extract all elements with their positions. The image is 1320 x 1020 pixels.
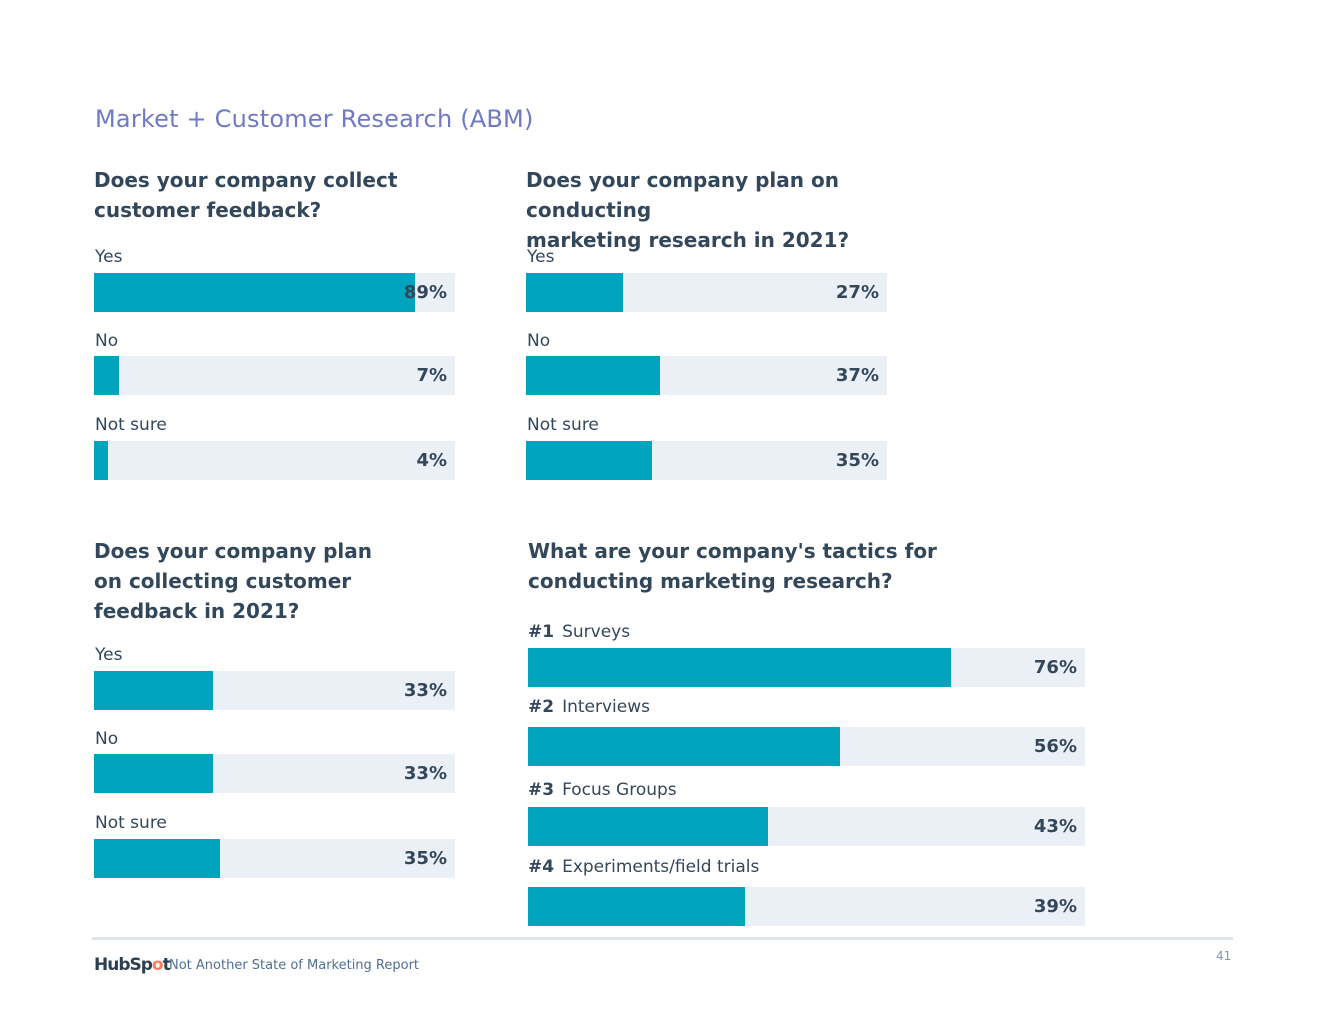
footer-divider xyxy=(92,937,1233,940)
bar-track: 37% xyxy=(526,356,887,395)
bar-label: Not sure xyxy=(95,415,167,435)
bar-label: #3 Focus Groups xyxy=(528,780,677,800)
bar-label: Yes xyxy=(95,645,123,665)
chart-title: What are your company's tactics for cond… xyxy=(528,536,1085,596)
chart-title: Does your company collect customer feedb… xyxy=(94,165,455,225)
rank-label: #1 xyxy=(528,622,555,642)
bar-value-label: 7% xyxy=(416,365,447,386)
logo-text: HubSp xyxy=(94,955,153,975)
chart-title-line: on collecting customer xyxy=(94,569,352,593)
bar xyxy=(528,648,952,687)
category-label: Focus Groups xyxy=(562,780,677,800)
bar-label: Not sure xyxy=(95,813,167,833)
rank-label: #2 xyxy=(528,697,555,717)
bar-label: Not sure xyxy=(527,415,599,435)
page-title: Market + Customer Research (ABM) xyxy=(95,105,534,133)
bar-value-label: 43% xyxy=(1033,816,1077,837)
bar xyxy=(528,807,768,846)
bar-value-label: 35% xyxy=(835,450,879,471)
bar xyxy=(526,273,624,312)
bar-value-label: 39% xyxy=(1033,896,1077,917)
bar xyxy=(94,273,416,312)
chart-title-line: conducting marketing research? xyxy=(528,569,893,593)
page-number: 41 xyxy=(1216,949,1232,963)
bar-value-label: 76% xyxy=(1033,657,1077,678)
chart-title-line: feedback in 2021? xyxy=(94,599,300,623)
bar-value-label: 35% xyxy=(403,848,447,869)
bar-track: 35% xyxy=(94,839,455,878)
hubspot-logo: HubSpot xyxy=(94,955,171,975)
bar-value-label: 27% xyxy=(835,282,879,303)
report-name: Not Another State of Marketing Report xyxy=(169,958,420,973)
bar xyxy=(94,839,221,878)
chart-research-tactics: What are your company's tactics for cond… xyxy=(528,536,1085,928)
bar-track: 33% xyxy=(94,671,455,710)
chart-title-line: customer feedback? xyxy=(94,198,322,222)
chart-title: Does your company plan on collecting cus… xyxy=(94,536,455,626)
bar xyxy=(94,356,120,395)
bar-track: 39% xyxy=(528,887,1085,926)
bar xyxy=(94,441,109,480)
chart-title-line: Does your company plan on conducting xyxy=(526,168,839,222)
bar-label: #1 Surveys xyxy=(528,622,630,642)
bar xyxy=(94,754,214,793)
bar-label: #2 Interviews xyxy=(528,697,650,717)
bar-track: 76% xyxy=(528,648,1085,687)
bar-label: #4 Experiments/field trials xyxy=(528,857,759,877)
category-label: Surveys xyxy=(562,622,631,642)
bar-label: Yes xyxy=(527,247,555,267)
bar-label: No xyxy=(527,331,551,351)
bar-track: 43% xyxy=(528,807,1085,846)
bar-track: 56% xyxy=(528,727,1085,766)
chart-plan-collect-feedback: Does your company plan on collecting cus… xyxy=(94,536,455,881)
bar-value-label: 89% xyxy=(403,282,447,303)
bar-value-label: 33% xyxy=(403,763,447,784)
rank-label: #3 xyxy=(528,780,555,800)
chart-title-line: Does your company plan xyxy=(94,539,373,563)
bar xyxy=(526,356,660,395)
chart-title-line: marketing research in 2021? xyxy=(526,228,850,252)
bar-value-label: 4% xyxy=(416,450,447,471)
bar-track: 35% xyxy=(526,441,887,480)
bar-track: 89% xyxy=(94,273,455,312)
chart-title-line: What are your company's tactics for xyxy=(528,539,937,563)
chart-plan-marketing-research: Does your company plan on conducting mar… xyxy=(526,165,966,485)
bar xyxy=(526,441,653,480)
bar-track: 33% xyxy=(94,754,455,793)
bar-value-label: 33% xyxy=(403,680,447,701)
bar-label: No xyxy=(95,729,119,749)
bar-value-label: 56% xyxy=(1033,736,1077,757)
category-label: Interviews xyxy=(562,697,650,717)
bar-track: 4% xyxy=(94,441,455,480)
rank-label: #4 xyxy=(528,857,555,877)
bar xyxy=(528,887,746,926)
bar-label: No xyxy=(95,331,119,351)
logo-text: t xyxy=(162,955,171,975)
chart-title: Does your company plan on conducting mar… xyxy=(526,165,966,255)
bar-track: 7% xyxy=(94,356,455,395)
bar-label: Yes xyxy=(95,247,123,267)
bar-value-label: 37% xyxy=(835,365,879,386)
bar-track: 27% xyxy=(526,273,887,312)
chart-collect-feedback: Does your company collect customer feedb… xyxy=(94,165,455,485)
chart-title-line: Does your company collect xyxy=(94,168,398,192)
bar xyxy=(528,727,840,766)
category-label: Experiments/field trials xyxy=(562,857,760,877)
sprocket-icon: o xyxy=(151,955,164,975)
bar xyxy=(94,671,214,710)
